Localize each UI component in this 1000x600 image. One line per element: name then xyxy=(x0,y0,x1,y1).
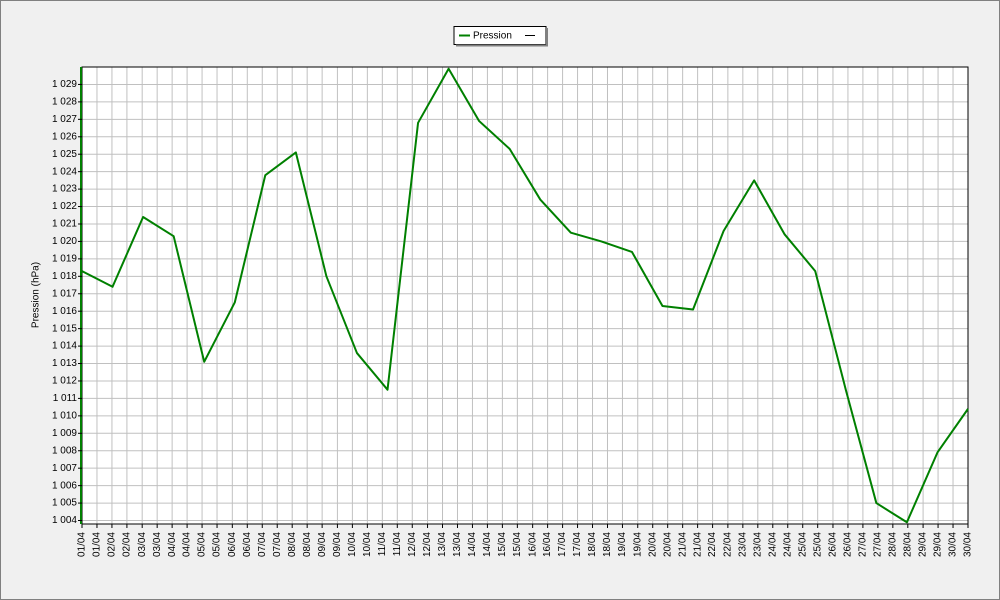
x-tick-label: 01/04 xyxy=(92,532,103,557)
x-tick-label: 29/04 xyxy=(933,532,944,557)
x-tick-label: 26/04 xyxy=(828,532,839,557)
x-tick-label: 18/04 xyxy=(587,532,598,557)
y-tick-label: 1 014 xyxy=(52,341,77,352)
x-tick-label: 25/04 xyxy=(812,532,823,557)
grid xyxy=(81,67,969,524)
y-tick-label: 1 012 xyxy=(52,376,77,387)
x-tick-label: 12/04 xyxy=(422,532,433,557)
x-tick-label: 09/04 xyxy=(317,532,328,557)
y-tick-label: 1 025 xyxy=(52,149,77,160)
x-tick-label: 16/04 xyxy=(527,532,538,557)
x-tick-label: 06/04 xyxy=(227,532,238,557)
x-tick-label: 06/04 xyxy=(242,532,253,557)
y-tick-label: 1 021 xyxy=(52,219,77,230)
y-tick-label: 1 023 xyxy=(52,184,77,195)
x-tick-label: 07/04 xyxy=(257,532,268,557)
y-tick-label: 1 008 xyxy=(52,445,77,456)
x-tick-label: 08/04 xyxy=(302,532,313,557)
x-tick-label: 22/04 xyxy=(707,532,718,557)
y-tick-label: 1 029 xyxy=(52,79,77,90)
y-tick-label: 1 022 xyxy=(52,201,77,212)
x-tick-label: 01/04 xyxy=(77,532,88,557)
x-tick-label: 05/04 xyxy=(197,532,208,557)
x-tick-label: 21/04 xyxy=(692,532,703,557)
x-tick-label: 04/04 xyxy=(182,532,193,557)
x-tick-label: 25/04 xyxy=(797,532,808,557)
y-tick-label: 1 015 xyxy=(52,323,77,334)
x-tick-label: 03/04 xyxy=(137,532,148,557)
x-tick-label: 10/04 xyxy=(347,532,358,557)
plot-area xyxy=(82,67,968,524)
x-tick-label: 28/04 xyxy=(887,532,898,557)
legend-label: Pression xyxy=(473,31,512,42)
x-tick-label: 07/04 xyxy=(272,532,283,557)
x-tick-label: 19/04 xyxy=(632,532,643,557)
x-tick-label: 11/04 xyxy=(392,532,403,557)
y-tick-label: 1 009 xyxy=(52,428,77,439)
x-tick-label: 27/04 xyxy=(858,532,869,557)
y-tick-label: 1 013 xyxy=(52,358,77,369)
legend-shadow xyxy=(546,28,548,46)
x-tick-label: 02/04 xyxy=(107,532,118,557)
x-tick-label: 30/04 xyxy=(963,532,974,557)
x-tick-label: 14/04 xyxy=(467,532,478,557)
legend: Pression xyxy=(453,26,548,47)
x-tick-label: 05/04 xyxy=(212,532,223,557)
x-tick-label: 17/04 xyxy=(572,532,583,557)
y-tick-label: 1 018 xyxy=(52,271,77,282)
y-tick-label: 1 006 xyxy=(52,480,77,491)
x-tick-label: 02/04 xyxy=(122,532,133,557)
x-tick-label: 30/04 xyxy=(948,532,959,557)
x-tick-label: 22/04 xyxy=(723,532,734,557)
x-tick-label: 10/04 xyxy=(362,532,373,557)
x-tick-label: 26/04 xyxy=(843,532,854,557)
x-tick-label: 15/04 xyxy=(497,532,508,557)
y-tick-label: 1 010 xyxy=(52,410,77,421)
x-tick-label: 03/04 xyxy=(152,532,163,557)
y-tick-label: 1 005 xyxy=(52,498,77,509)
x-tick-label: 14/04 xyxy=(482,532,493,557)
y-tick-label: 1 020 xyxy=(52,236,77,247)
x-tick-label: 12/04 xyxy=(407,532,418,557)
x-tick-label: 23/04 xyxy=(737,532,748,557)
x-tick-label: 29/04 xyxy=(918,532,929,557)
legend-shadow xyxy=(456,44,548,47)
x-tick-label: 15/04 xyxy=(512,532,523,557)
x-tick-label: 27/04 xyxy=(873,532,884,557)
x-tick-label: 23/04 xyxy=(752,532,763,557)
y-axis-label: Pression (hPa) xyxy=(31,262,42,328)
y-tick-label: 1 017 xyxy=(52,288,77,299)
y-tick-label: 1 004 xyxy=(52,515,77,526)
x-tick-label: 13/04 xyxy=(452,532,463,557)
x-tick-label: 20/04 xyxy=(647,532,658,557)
y-tick-label: 1 011 xyxy=(53,393,78,404)
x-tick-label: 17/04 xyxy=(557,532,568,557)
x-tick-label: 24/04 xyxy=(767,532,778,557)
y-tick-label: 1 026 xyxy=(52,131,77,142)
x-tick-label: 24/04 xyxy=(782,532,793,557)
x-tick-label: 20/04 xyxy=(662,532,673,557)
y-tick-label: 1 024 xyxy=(52,166,77,177)
x-tick-label: 16/04 xyxy=(542,532,553,557)
x-tick-label: 19/04 xyxy=(617,532,628,557)
x-tick-label: 18/04 xyxy=(602,532,613,557)
x-tick-label: 28/04 xyxy=(902,532,913,557)
line xyxy=(81,67,969,524)
x-tick-label: 11/04 xyxy=(377,532,388,557)
y-tick-label: 1 027 xyxy=(52,114,77,125)
x-tick-label: 08/04 xyxy=(287,532,298,557)
y-tick-label: 1 019 xyxy=(52,254,77,265)
x-tick-label: 04/04 xyxy=(167,532,178,557)
y-tick-label: 1 007 xyxy=(52,463,77,474)
x-tick-label: 09/04 xyxy=(332,532,343,557)
y-tick-label: 1 016 xyxy=(52,306,77,317)
y-tick-label: 1 028 xyxy=(52,97,77,108)
x-tick-label: 13/04 xyxy=(437,532,448,557)
x-tick-label: 21/04 xyxy=(677,532,688,557)
